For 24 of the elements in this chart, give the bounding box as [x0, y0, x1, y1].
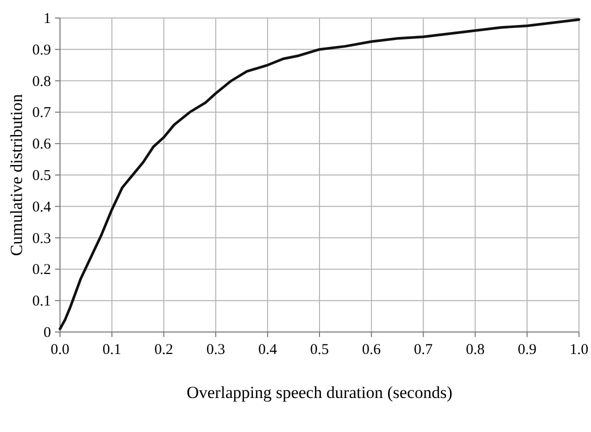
x-tick-label: 0.2	[154, 342, 174, 358]
y-tick-label: 0.3	[32, 230, 51, 247]
x-tick-label: 1.0	[570, 342, 588, 358]
x-axis-title: Overlapping speech duration (seconds)	[186, 383, 452, 402]
y-tick-label: 0.5	[32, 168, 51, 184]
y-tick-label: 0.4	[32, 199, 52, 216]
x-tick-label: 0.7	[414, 342, 434, 358]
y-tick-label: 0.2	[32, 262, 51, 278]
y-tick-label: 0.6	[32, 136, 52, 153]
y-axis-title: Cumulative distribution	[7, 94, 26, 256]
x-tick-label: 0.4	[258, 342, 278, 358]
y-tick-label: 0.7	[32, 105, 52, 122]
x-tick-label: 0.9	[518, 342, 536, 358]
x-tick-label: 0.0	[50, 342, 70, 358]
y-tick-label: 0.1	[32, 294, 51, 310]
x-tick-label: 0.8	[466, 342, 485, 358]
y-tick-label: 1	[44, 11, 51, 27]
x-tick-label: 0.6	[362, 342, 382, 358]
y-tick-label: 0	[44, 325, 51, 341]
x-tick-label: 0.1	[102, 342, 122, 358]
x-tick-label: 0.3	[206, 342, 226, 358]
x-tick-label: 0.5	[310, 342, 329, 358]
y-tick-label: 0.8	[32, 74, 51, 90]
y-tick-label: 0.9	[32, 42, 51, 58]
